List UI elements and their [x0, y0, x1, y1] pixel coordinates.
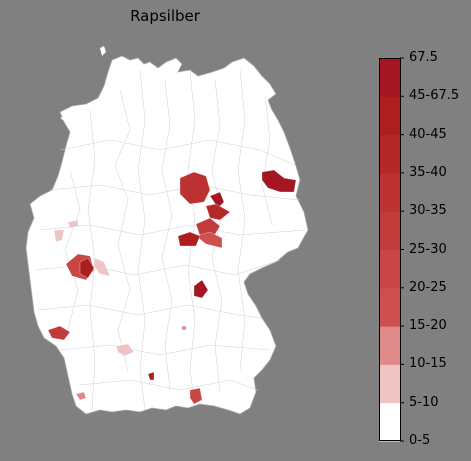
colorbar-ticks [400, 57, 404, 442]
region-baden-north [115, 343, 135, 357]
colorbar-tick-label: 30-35 [409, 203, 447, 219]
colorbar-segment [379, 134, 400, 174]
island [60, 112, 90, 122]
colorbar-segment [379, 287, 400, 327]
region-rhineland-north [67, 219, 79, 229]
map-title: Rapsilber [130, 7, 200, 25]
colorbar-segment [379, 402, 400, 442]
colorbar-segment [379, 96, 400, 136]
region-harz [195, 217, 221, 237]
region-north-center [179, 171, 211, 205]
colorbar-tick-label: 45-67.5 [409, 88, 460, 104]
region-saarland [47, 325, 71, 341]
colorbar-segment [379, 172, 400, 212]
region-brandenburg-east [261, 169, 297, 193]
colorbar-tick-label: 0-5 [409, 433, 431, 448]
region-saxony-small [181, 325, 187, 331]
colorbar-segment [379, 249, 400, 289]
colorbar-segment [379, 58, 400, 97]
region-saxony-anhalt-center [205, 203, 231, 221]
region-thuringia [195, 231, 223, 249]
colorbar-segment [379, 364, 400, 404]
region-thuringia-west [177, 231, 201, 247]
colorbar [379, 58, 400, 442]
colorbar-segment [379, 326, 400, 365]
region-rhineland-west [53, 229, 65, 243]
colorbar-tick-label: 35-40 [409, 164, 447, 180]
colorbar-segment [379, 211, 400, 250]
colorbar-tick-label: 5-10 [409, 394, 439, 410]
region-baden-south [75, 391, 87, 401]
colorbar-tick-label: 15-20 [409, 318, 447, 334]
island [232, 66, 248, 82]
region-bavaria-south [189, 387, 203, 405]
region-franconia [193, 279, 209, 299]
colorbar-tick-label: 40-45 [409, 126, 447, 142]
region-hesse-center-dark [79, 257, 95, 279]
island [100, 46, 106, 56]
colorbar-tick-label: 67.5 [409, 50, 438, 65]
region-swabia-small [147, 371, 155, 381]
colorbar-tick-label: 20-25 [409, 279, 447, 295]
germany-land [25, 55, 309, 415]
colorbar-tick-label: 10-15 [409, 356, 447, 372]
colorbar-tick-label: 25-30 [409, 241, 447, 257]
island [206, 76, 214, 84]
region-hesse-east [93, 257, 111, 277]
